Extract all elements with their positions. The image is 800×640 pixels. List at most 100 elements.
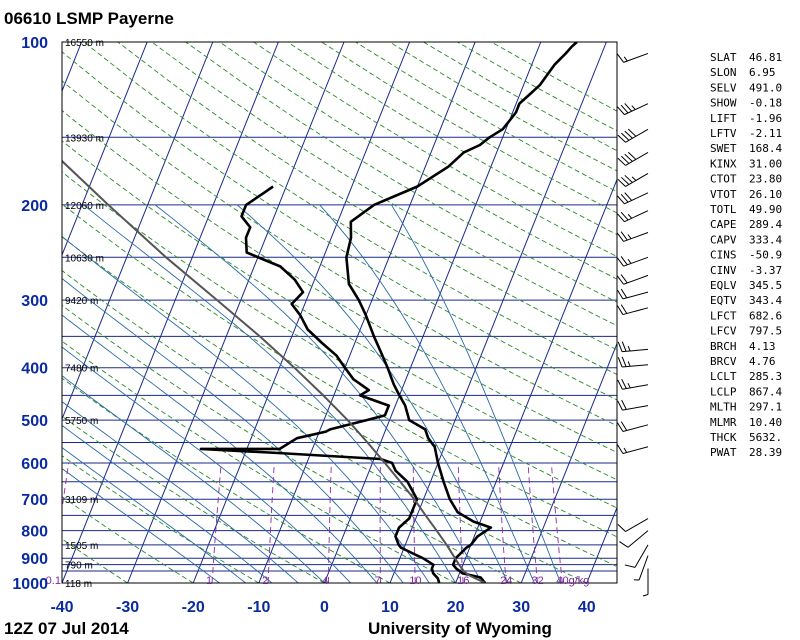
wind-barb: [617, 518, 649, 532]
mixing-ratio-line: [211, 462, 222, 583]
index-label: SWET: [710, 142, 737, 155]
height-label: 3109 m: [65, 495, 98, 506]
index-value: 5632.: [749, 431, 782, 444]
index-label: BRCV: [710, 355, 737, 368]
barb-full: [620, 304, 628, 314]
pressure-tick-label: 300: [21, 293, 48, 310]
wind-barb: [616, 256, 649, 267]
index-label: SELV: [710, 81, 737, 94]
dry-adiabat: [219, 42, 617, 280]
index-value: -1.96: [749, 112, 782, 125]
temperature-tick-label: 30: [512, 599, 530, 616]
barb-staff: [622, 307, 649, 316]
moist-adiabat: [62, 277, 404, 583]
dry-adiabat: [62, 171, 617, 509]
height-label: 9420 m: [65, 296, 98, 307]
index-value: 4.76: [749, 355, 776, 368]
index-value: 168.4: [749, 142, 782, 155]
height-label: 5750 m: [65, 416, 98, 427]
barb-full: [617, 213, 625, 222]
index-label: SLON: [710, 66, 737, 79]
barb-full: [617, 195, 625, 205]
barb-staff: [625, 151, 649, 166]
barb-full: [620, 193, 629, 203]
barb-staff: [625, 173, 649, 187]
wind-barb: [616, 304, 649, 316]
index-value: 345.5: [749, 279, 782, 292]
dry-adiabat: [423, 42, 617, 152]
index-value: 289.4: [749, 218, 782, 231]
barb-full: [621, 132, 630, 141]
wind-barb: [617, 399, 649, 411]
index-value: 28.39: [749, 446, 782, 459]
barb-half: [627, 214, 633, 219]
barb-full: [616, 444, 624, 454]
temperature-tick-label: -40: [50, 599, 73, 616]
barb-half: [627, 258, 632, 264]
series-temperature: [345, 42, 578, 583]
isotherm: [62, 42, 279, 583]
mixing-ratio-line: [267, 462, 275, 583]
barb-staff: [625, 128, 649, 143]
height-label: 7480 m: [65, 364, 98, 375]
barb-staff: [623, 274, 649, 285]
index-label: LCLT: [710, 370, 737, 383]
moist-adiabat: [62, 346, 351, 583]
wind-barb: [616, 274, 649, 285]
isotherm: [192, 42, 411, 583]
barb-full: [616, 305, 624, 315]
mixing-ratio-line: [550, 462, 563, 583]
height-label: 16550 m: [65, 38, 104, 49]
moist-adiabat: [62, 424, 273, 583]
barb-half: [633, 579, 640, 581]
isotherm: [389, 42, 607, 583]
grid-lines: [62, 42, 617, 583]
index-label: CTOT: [710, 173, 737, 186]
barb-staff: [624, 103, 649, 116]
barb-full: [620, 421, 628, 431]
axis-labels: 0.1 1 2 4 7 10 16 24 32 40g/kg1002003004005006007…: [12, 35, 595, 616]
moist-adiabat: [62, 467, 220, 583]
index-value: 797.5: [749, 325, 782, 338]
temperature-tick-label: -30: [116, 599, 139, 616]
barb-staff: [627, 530, 649, 548]
wind-barb: [619, 530, 649, 548]
mixing-ratio-label: 24: [500, 575, 512, 587]
mixing-ratio-line: [327, 462, 332, 583]
barb-full: [620, 211, 629, 221]
wind-barb: [633, 555, 649, 581]
index-value: -50.9: [749, 249, 782, 262]
barb-staff: [624, 210, 649, 223]
isotherm: [127, 42, 345, 583]
wind-barb: [616, 52, 649, 63]
index-label: CINV: [710, 264, 737, 277]
barb-staff: [622, 364, 649, 368]
barb-full: [617, 523, 626, 532]
barb-half: [627, 361, 631, 367]
dry-adiabat: [62, 340, 456, 583]
height-label: 790 m: [65, 561, 93, 572]
moist-adiabat: [391, 204, 562, 583]
barb-staff: [624, 192, 649, 205]
index-value: 26.10: [749, 188, 782, 201]
barb-full: [620, 274, 628, 284]
barb-half: [627, 382, 631, 389]
pressure-tick-label: 600: [21, 456, 48, 473]
mixing-ratio-label: 2: [262, 575, 268, 587]
footer-timestamp: 12Z 07 Jul 2014: [4, 619, 129, 638]
index-value: 285.3: [749, 370, 782, 383]
index-label: LIFT: [710, 112, 737, 125]
barb-staff: [623, 52, 649, 63]
isotherm: [62, 42, 214, 421]
dry-adiabat: [151, 42, 617, 327]
wind-barbs: [616, 52, 649, 597]
index-label: CINS: [710, 249, 737, 262]
barb-staff: [625, 518, 649, 532]
mixing-ratio-label: 1: [206, 575, 212, 587]
dry-adiabat: [62, 140, 617, 481]
index-value: 682.6: [749, 309, 782, 322]
footer-source: University of Wyoming: [368, 619, 552, 638]
moist-adiabat: [83, 204, 456, 583]
